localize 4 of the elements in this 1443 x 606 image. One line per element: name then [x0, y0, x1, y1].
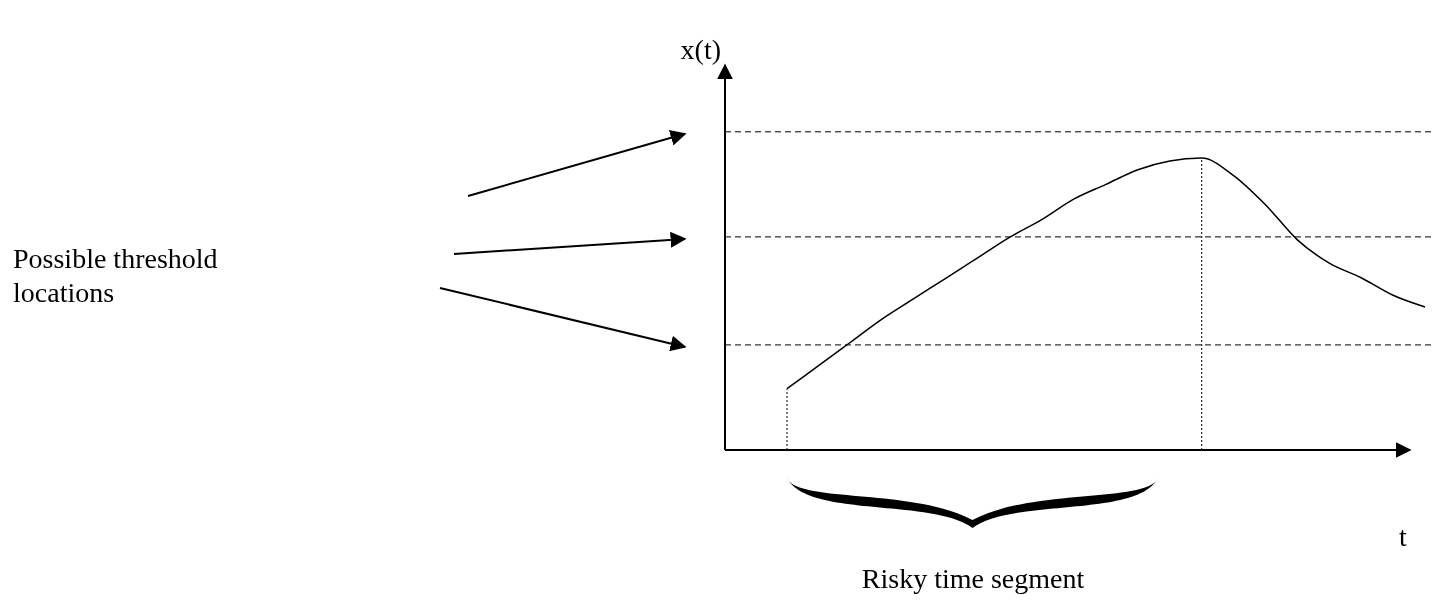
y-axis-title: x(t)	[680, 34, 721, 65]
text: Possible threshold locations	[13, 243, 218, 308]
text: Risky time segment	[861, 563, 1085, 594]
x-axis-title: t	[1399, 521, 1408, 552]
